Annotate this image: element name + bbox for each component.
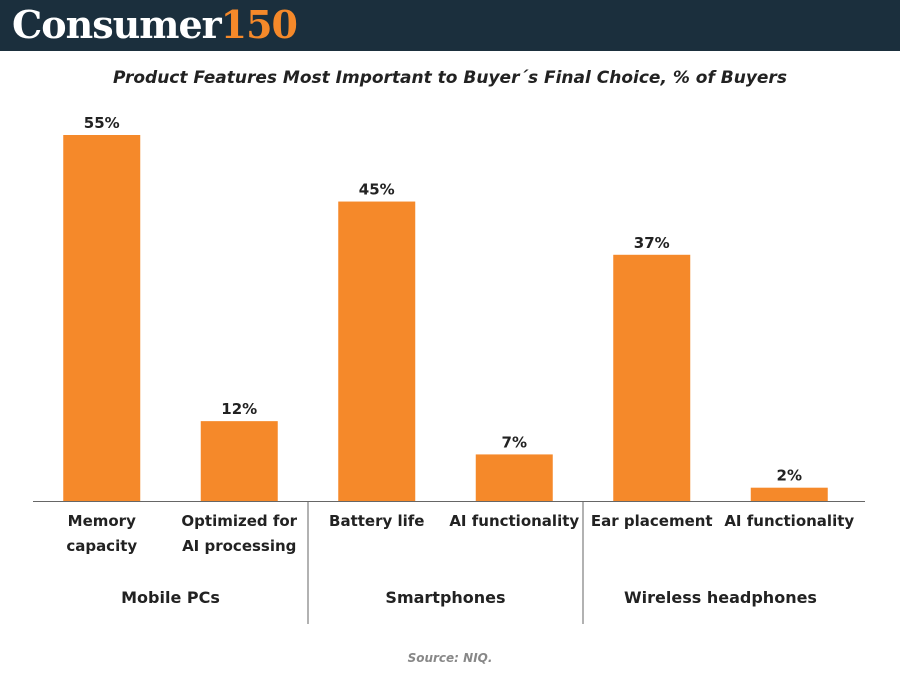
bar bbox=[750, 487, 828, 501]
tick-label: AI functionality bbox=[449, 512, 579, 530]
header-bar: Consumer150 bbox=[0, 0, 900, 51]
chart-title: Product Features Most Important to Buyer… bbox=[113, 68, 787, 88]
brand-logo: Consumer150 bbox=[12, 2, 298, 48]
brand-number: 150 bbox=[220, 2, 298, 47]
tick-label: Memory bbox=[68, 512, 136, 530]
data-label: 37% bbox=[634, 234, 670, 252]
group-label: Smartphones bbox=[385, 588, 505, 607]
bar-chart: 55% Memory capacity 12% Optimized for AI proc… bbox=[33, 114, 865, 624]
group-label: Wireless headphones bbox=[624, 588, 817, 607]
bar bbox=[338, 201, 416, 501]
tick-label: AI processing bbox=[182, 537, 296, 555]
tick-label: Battery life bbox=[329, 512, 424, 530]
group-label: Mobile PCs bbox=[121, 588, 220, 607]
tick-label: Ear placement bbox=[591, 512, 713, 530]
bar bbox=[613, 254, 691, 501]
bar bbox=[63, 135, 141, 501]
bar bbox=[475, 454, 553, 501]
bar bbox=[200, 421, 278, 501]
data-label: 12% bbox=[221, 400, 257, 418]
data-label: 55% bbox=[84, 114, 120, 132]
tick-label: capacity bbox=[66, 537, 137, 555]
data-label: 45% bbox=[359, 181, 395, 199]
source-note: Source: NIQ. bbox=[407, 651, 493, 665]
tick-label: Optimized for bbox=[181, 512, 297, 530]
data-label: 7% bbox=[502, 433, 527, 451]
brand-name: Consumer bbox=[12, 2, 222, 47]
data-label: 2% bbox=[777, 467, 802, 485]
tick-label: AI functionality bbox=[724, 512, 854, 530]
